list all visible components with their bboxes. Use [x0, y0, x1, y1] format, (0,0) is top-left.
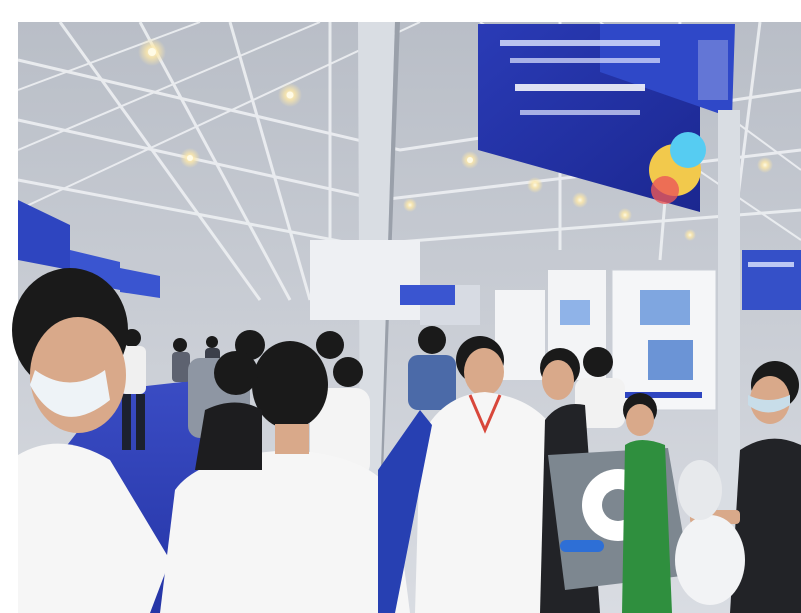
person-left-masked	[12, 268, 170, 613]
person-green-vest	[622, 393, 672, 613]
product-poster	[611, 269, 717, 411]
person-far-right	[690, 361, 801, 613]
back-booths	[310, 240, 606, 380]
white-bags	[675, 460, 745, 605]
ceiling-lights	[138, 38, 773, 241]
person-right-white-tee	[415, 336, 565, 613]
booth-banner	[478, 24, 735, 212]
person-center-back	[160, 341, 410, 613]
right-side-signage	[742, 250, 801, 310]
blue-display-stand	[378, 410, 432, 613]
person-black-shirt	[195, 351, 262, 470]
